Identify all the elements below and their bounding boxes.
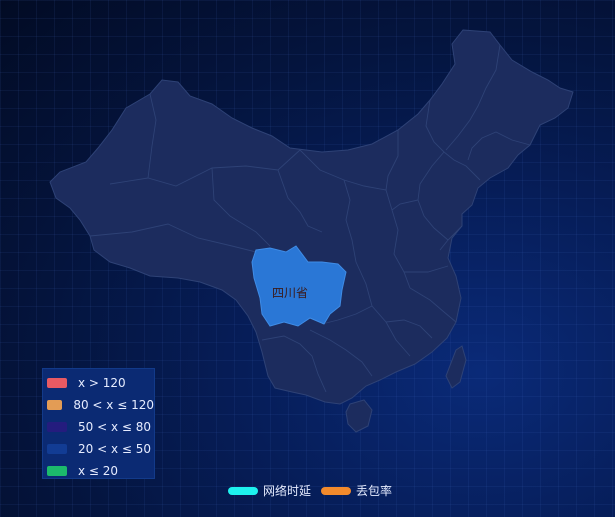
visual-map-item[interactable]: 80 < x ≤ 120 — [43, 394, 154, 416]
visual-map-item[interactable]: x > 120 — [43, 372, 154, 394]
visual-map-item[interactable]: x ≤ 20 — [43, 460, 154, 482]
visual-map-label: x ≤ 20 — [78, 464, 119, 478]
china-mainland — [49, 29, 574, 405]
visual-map-swatch — [47, 422, 67, 432]
hainan-island — [345, 399, 373, 433]
visual-map-swatch — [47, 400, 63, 410]
visual-map-item[interactable]: 20 < x ≤ 50 — [43, 438, 154, 460]
visual-map-label: 50 < x ≤ 80 — [78, 420, 152, 434]
visual-map-label: x > 120 — [78, 376, 126, 390]
series-legend-item-latency[interactable]: 网络时延 — [228, 482, 311, 499]
series-label: 丢包率 — [356, 484, 393, 498]
visual-map-label: 20 < x ≤ 50 — [78, 442, 152, 456]
series-legend-item-packet-loss[interactable]: 丢包率 — [321, 482, 392, 499]
region-label-sichuan: 四川省 — [272, 286, 309, 300]
series-label: 网络时延 — [263, 484, 312, 498]
visual-map-item[interactable]: 50 < x ≤ 80 — [43, 416, 154, 438]
series-swatch — [228, 486, 258, 495]
taiwan-island — [445, 345, 467, 389]
visual-map-swatch — [47, 466, 67, 476]
visual-map-label: 80 < x ≤ 120 — [73, 398, 154, 412]
region-sichuan[interactable] — [251, 245, 347, 327]
visual-map-swatch — [47, 444, 67, 454]
province-borders — [89, 44, 531, 393]
visual-map-swatch — [47, 378, 67, 388]
series-legend: 网络时延 丢包率 — [228, 482, 402, 499]
series-swatch — [321, 486, 352, 495]
visual-map-legend: x > 120 80 < x ≤ 120 50 < x ≤ 80 20 < x … — [42, 368, 155, 479]
